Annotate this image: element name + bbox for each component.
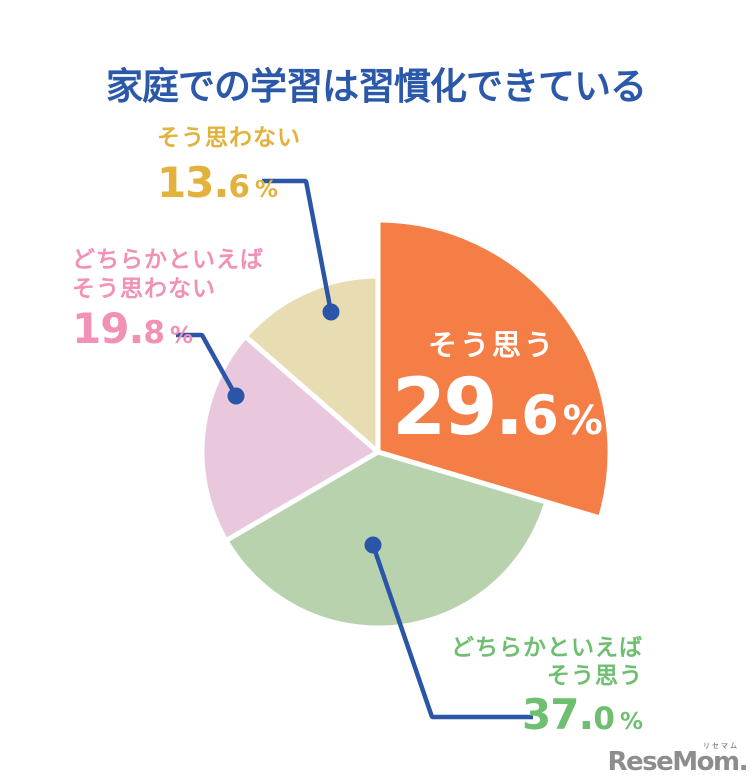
- pie-slice-agree: [375, 217, 613, 521]
- value-decimal: 0: [593, 701, 615, 737]
- chart-title: 家庭での学習は習慣化できている: [106, 65, 647, 108]
- callout-agree-value: 29.6%: [392, 369, 603, 447]
- callout-somewhat-agree-label-line1: どちらかといえば: [451, 635, 643, 661]
- callout-somewhat-disagree-label-line2: そう思わない: [72, 276, 216, 302]
- leader-line-somewhat_disagree: [176, 332, 238, 398]
- callout-somewhat-agree-value: 37.0%: [451, 694, 643, 736]
- value-integer: 29.: [392, 363, 524, 453]
- callout-somewhat-disagree: どちらかといえば そう思わない 19.8%: [72, 246, 264, 350]
- percent-sign: %: [169, 323, 194, 349]
- callout-somewhat-disagree-value: 19.8%: [72, 308, 264, 350]
- percent-sign: %: [254, 177, 279, 203]
- callout-agree: そう思う 29.6%: [392, 328, 603, 447]
- logo-text: ReseMom.: [607, 747, 749, 777]
- callout-disagree: そう思わない 13.6%: [157, 124, 301, 204]
- callout-somewhat-agree-label-line2: そう思う: [547, 663, 643, 689]
- value-integer: 37.: [521, 690, 594, 739]
- callout-somewhat-agree: どちらかといえば そう思う 37.0%: [451, 634, 643, 736]
- leader-dot-disagree: [322, 303, 340, 321]
- callout-agree-label: そう思う: [427, 328, 556, 362]
- callout-disagree-label: そう思わない: [157, 125, 301, 151]
- percent-sign: %: [619, 709, 643, 735]
- callout-disagree-value: 13.6%: [157, 162, 301, 204]
- leader-dot-somewhat_disagree: [227, 387, 245, 405]
- logo-ruby-text: リセマム: [703, 742, 739, 750]
- pie-slice-disagree: [242, 273, 381, 455]
- value-integer: 19.: [72, 304, 144, 353]
- leader-line-somewhat_agree: [370, 544, 533, 720]
- callout-somewhat-disagree-label-line1: どちらかといえば: [72, 247, 264, 273]
- value-decimal: 8: [143, 315, 165, 351]
- resemom-logo: リセマム ReseMom.: [607, 743, 749, 777]
- value-integer: 13.: [157, 158, 229, 207]
- value-decimal: 6: [228, 169, 250, 205]
- pie-slice-somewhat_disagree: [199, 333, 381, 544]
- leader-line-disagree: [262, 178, 334, 313]
- value-decimal: 6: [521, 384, 559, 447]
- leader-dot-somewhat_agree: [364, 536, 382, 554]
- percent-sign: %: [562, 398, 603, 444]
